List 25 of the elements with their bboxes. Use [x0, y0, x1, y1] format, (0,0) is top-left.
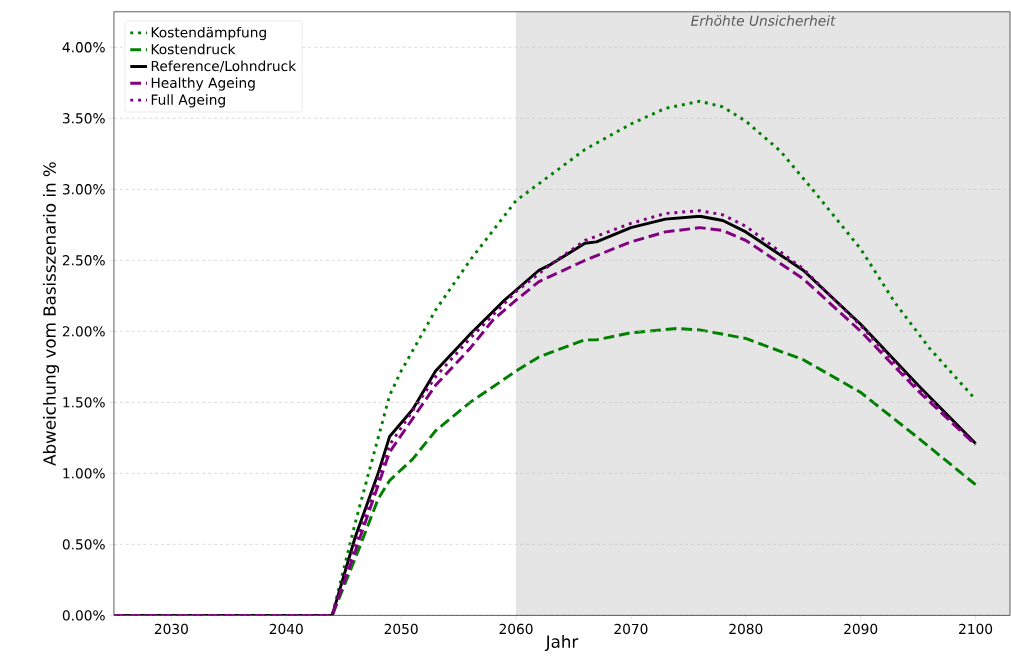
x-tick-label: 2090	[844, 623, 878, 635]
band-label: Erhöhte Unsicherheit	[690, 15, 836, 27]
y-tick-label: 3.50%	[62, 113, 105, 124]
y-tick-label: 1.00%	[63, 468, 105, 479]
x-tick-label: 2070	[614, 623, 648, 635]
legend-label: Kostendruck	[151, 43, 236, 55]
y-tick-label: 4.00%	[62, 42, 105, 53]
legend-label: Healthy Ageing	[151, 77, 255, 91]
legend-label: Full Ageing	[151, 94, 225, 108]
x-tick-label: 2040	[269, 623, 303, 635]
x-tick-label: 2030	[154, 623, 188, 635]
x-tick-label: 2050	[384, 623, 418, 635]
y-tick-label: 2.50%	[62, 255, 105, 266]
x-tick-label: 2080	[729, 623, 763, 635]
y-tick-label: 2.00%	[62, 326, 105, 337]
x-tick-label: 2060	[499, 623, 533, 635]
y-tick-label: 3.00%	[62, 184, 105, 195]
x-tick-label: 2100	[959, 623, 993, 635]
y-tick-label: 0.00%	[62, 610, 105, 621]
legend-label: Reference/Lohndruck	[151, 60, 297, 73]
legend-label: Kostendämpfung	[151, 27, 266, 41]
y-axis-title: Abweichung vom Basisszenario in %	[42, 162, 60, 466]
x-axis-title: Jahr	[544, 635, 579, 652]
y-tick-label: 0.50%	[62, 539, 105, 550]
y-tick-label: 1.50%	[63, 397, 105, 408]
